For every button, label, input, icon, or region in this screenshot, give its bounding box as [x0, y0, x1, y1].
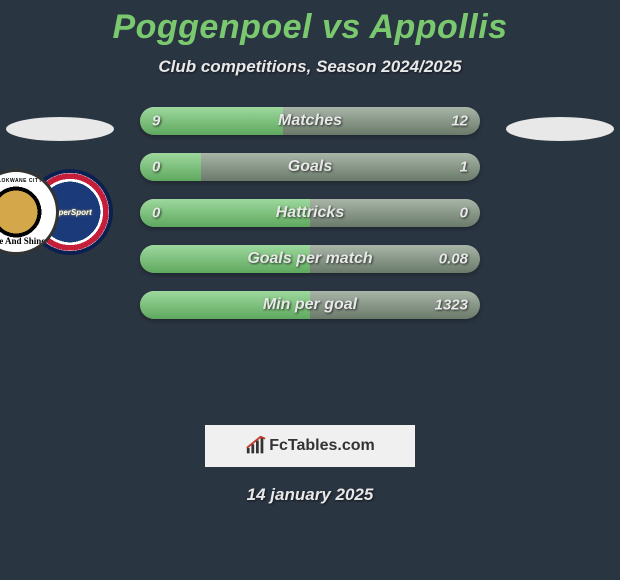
stat-bar: Goals per match 0.08: [140, 245, 480, 273]
stat-bar: 9 Matches 12: [140, 107, 480, 135]
stat-value-right: 1: [460, 159, 468, 176]
infographic-card: Poggenpoel vs Appollis Club competitions…: [0, 0, 620, 407]
brand-box: FcTables.com: [205, 425, 415, 467]
stat-label: Matches: [278, 112, 342, 130]
stat-value-right: 12: [451, 113, 468, 130]
player-oval-left: [6, 117, 114, 141]
stat-value-left: 9: [152, 113, 160, 130]
page-subtitle: Club competitions, Season 2024/2025: [0, 57, 620, 77]
stat-label: Min per goal: [263, 296, 357, 314]
stat-label: Goals per match: [247, 250, 372, 268]
stat-bar-fill: [140, 107, 283, 135]
stat-label: Goals: [288, 158, 332, 176]
stat-value-right: 0: [460, 205, 468, 222]
stat-value-right: 0.08: [439, 251, 468, 268]
stat-value-left: 0: [152, 205, 160, 222]
brand-logo: FcTables.com: [245, 435, 375, 457]
stat-value-left: 0: [152, 159, 160, 176]
stat-bar: Min per goal 1323: [140, 291, 480, 319]
team-badge-right-label: Rise And Shine: [0, 236, 45, 246]
stat-bar: 0 Hattricks 0: [140, 199, 480, 227]
chart-icon: [245, 435, 267, 457]
main-area: SuperSport Rise And Shine 9Matches120Goa…: [0, 107, 620, 407]
brand-text: FcTables.com: [269, 437, 375, 455]
stat-label: Hattricks: [276, 204, 344, 222]
player-oval-right: [506, 117, 614, 141]
stats-column: 9 Matches 12 0 Goals 1 0 Hattricks 0 Goals per ma…: [140, 107, 480, 337]
stat-bar-fill: [140, 153, 201, 181]
date-text: 14 january 2025: [0, 485, 620, 505]
page-title: Poggenpoel vs Appollis: [0, 8, 620, 47]
stat-value-right: 1323: [435, 297, 468, 314]
stat-bar: 0 Goals 1: [140, 153, 480, 181]
